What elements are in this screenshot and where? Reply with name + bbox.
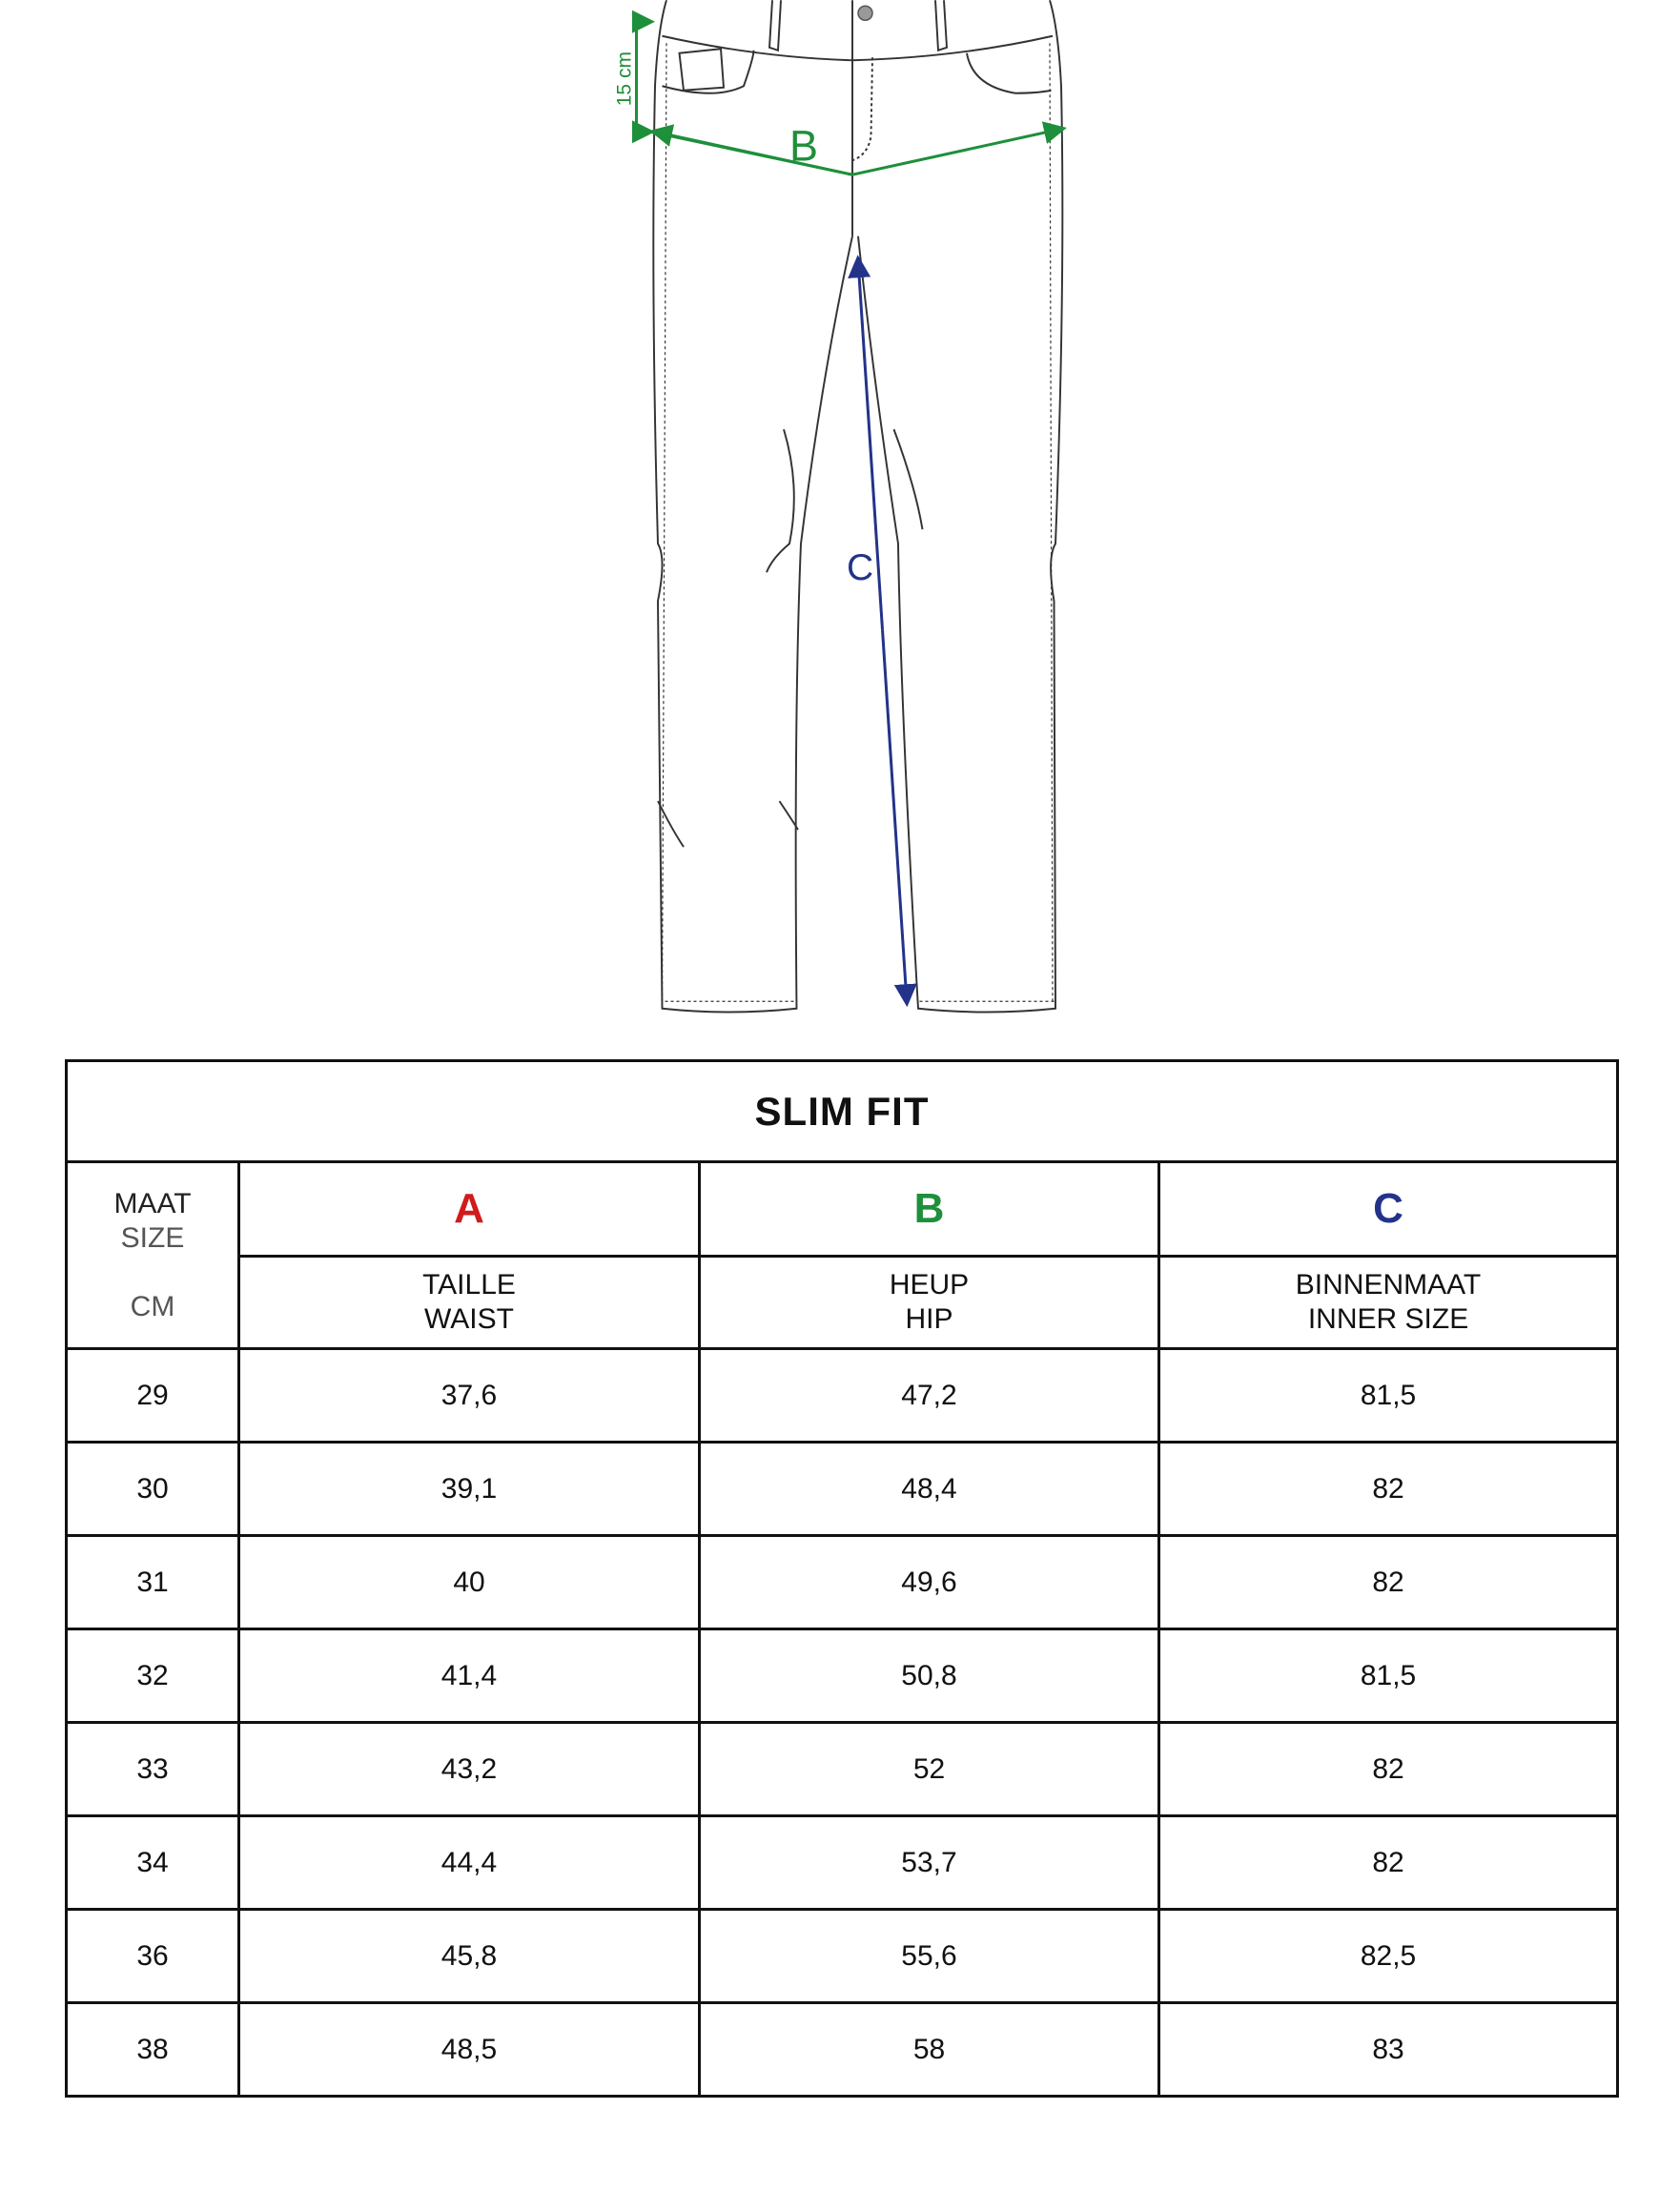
button-icon bbox=[857, 5, 873, 22]
cell-hip: 48,4 bbox=[698, 1441, 1160, 1537]
cell-size: 32 bbox=[65, 1628, 240, 1724]
cell-size: 34 bbox=[65, 1814, 240, 1911]
column-header-waist: TAILLE WAIST bbox=[237, 1255, 701, 1350]
table-row: 31 40 49,6 82 bbox=[65, 1534, 1620, 1630]
cell-size: 38 bbox=[65, 2001, 240, 2098]
column-header-hip: HEUP HIP bbox=[698, 1255, 1160, 1350]
size-header-size: SIZE bbox=[120, 1221, 185, 1254]
table-row: 32 41,4 50,8 81,5 bbox=[65, 1628, 1620, 1724]
cell-size: 33 bbox=[65, 1721, 240, 1817]
cell-inner: 81,5 bbox=[1157, 1628, 1620, 1724]
cell-inner: 82 bbox=[1157, 1441, 1620, 1537]
inseam-label: C bbox=[847, 547, 873, 588]
cell-size: 36 bbox=[65, 1908, 240, 2004]
inseam-measurement bbox=[848, 255, 917, 1008]
hip-measurement bbox=[632, 10, 1067, 176]
table-row: 33 43,2 52 82 bbox=[65, 1721, 1620, 1817]
table-row: 36 45,8 55,6 82,5 bbox=[65, 1908, 1620, 2004]
table-row: 30 39,1 48,4 82 bbox=[65, 1441, 1620, 1537]
column-letter-b: B bbox=[913, 1185, 945, 1232]
cell-hip: 55,6 bbox=[698, 1908, 1160, 2004]
cell-waist: 43,2 bbox=[237, 1721, 701, 1817]
column-header-inner: BINNENMAAT INNER SIZE bbox=[1157, 1255, 1620, 1350]
size-header-unit: CM bbox=[130, 1290, 175, 1322]
pants-measurement-diagram: 15 cm B C bbox=[614, 0, 1067, 1014]
hip-label: B bbox=[789, 121, 818, 170]
cell-hip: 52 bbox=[698, 1721, 1160, 1817]
size-header-maat: MAAT bbox=[113, 1187, 192, 1219]
cell-waist: 37,6 bbox=[237, 1347, 701, 1444]
cell-size: 31 bbox=[65, 1534, 240, 1630]
cell-inner: 82 bbox=[1157, 1534, 1620, 1630]
cell-inner: 82 bbox=[1157, 1721, 1620, 1817]
cell-size: 29 bbox=[65, 1347, 240, 1444]
cell-inner: 82,5 bbox=[1157, 1908, 1620, 2004]
cell-hip: 50,8 bbox=[698, 1628, 1160, 1724]
waist-label-en: WAIST bbox=[424, 1303, 514, 1335]
waist-label-nl: TAILLE bbox=[422, 1269, 516, 1301]
cell-hip: 49,6 bbox=[698, 1534, 1160, 1630]
hip-label-en: HIP bbox=[905, 1303, 953, 1335]
size-chart-table: SLIM FIT MAAT SIZE CM A B C TAILLE WAIST … bbox=[64, 1059, 1620, 2098]
cell-inner: 81,5 bbox=[1157, 1347, 1620, 1444]
cell-waist: 39,1 bbox=[237, 1441, 701, 1537]
hip-label-nl: HEUP bbox=[889, 1269, 970, 1301]
pants-outline bbox=[652, 0, 1064, 1014]
cell-size: 30 bbox=[65, 1441, 240, 1537]
table-row: 29 37,6 47,2 81,5 bbox=[65, 1347, 1620, 1444]
table-row: 34 44,4 53,7 82 bbox=[65, 1814, 1620, 1911]
cell-hip: 58 bbox=[698, 2001, 1160, 2098]
hip-offset-label: 15 cm bbox=[614, 51, 636, 106]
cell-waist: 45,8 bbox=[237, 1908, 701, 2004]
cell-waist: 48,5 bbox=[237, 2001, 701, 2098]
cell-waist: 44,4 bbox=[237, 1814, 701, 1911]
cell-hip: 47,2 bbox=[698, 1347, 1160, 1444]
cell-inner: 82 bbox=[1157, 1814, 1620, 1911]
column-letter-a: A bbox=[454, 1185, 484, 1232]
cell-inner: 83 bbox=[1157, 2001, 1620, 2098]
inner-label-en: INNER SIZE bbox=[1307, 1303, 1469, 1335]
column-letter-c: C bbox=[1373, 1185, 1403, 1232]
cell-hip: 53,7 bbox=[698, 1814, 1160, 1911]
table-row: 38 48,5 58 83 bbox=[65, 2001, 1620, 2098]
size-header: MAAT SIZE CM bbox=[65, 1160, 240, 1350]
cell-waist: 41,4 bbox=[237, 1628, 701, 1724]
table-title: SLIM FIT bbox=[64, 1059, 1620, 1163]
cell-waist: 40 bbox=[237, 1534, 701, 1630]
inner-label-nl: BINNENMAAT bbox=[1295, 1269, 1482, 1301]
